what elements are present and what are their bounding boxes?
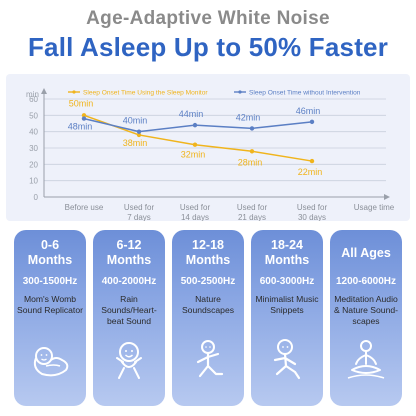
data-point	[192, 142, 198, 147]
frequency-range: 500-2500Hz	[180, 276, 236, 287]
y-tick-label: 20	[29, 160, 38, 169]
y-tick-label: 40	[29, 128, 38, 137]
age-card: All Ages 1200-6000Hz Meditation Audio & Nat…	[330, 230, 402, 406]
sound-description-line: Nature	[195, 294, 221, 304]
age-range-line: 18-24	[271, 238, 303, 252]
sound-description: Minimalist Music Snippets	[253, 294, 321, 316]
age-card: 12-18 Months 500-2500Hz Nature Soundscapes	[172, 230, 244, 406]
age-range-line: 0-6	[40, 238, 60, 252]
sound-description-line: Soundscapes	[181, 305, 235, 315]
series-line	[83, 117, 313, 133]
sound-description-line: Mom's Womb	[23, 294, 77, 304]
data-point	[249, 149, 255, 154]
legend-marker	[238, 90, 242, 94]
data-label: 32min	[181, 150, 206, 160]
x-tick-label: Used for	[124, 203, 155, 212]
x-tick-label: 14 days	[181, 213, 209, 221]
x-tick-label: 21 days	[238, 213, 266, 221]
sound-description: Mom's Womb Sound Replicator	[16, 294, 84, 316]
running-child-icon	[265, 338, 309, 382]
frequency-range: 300-1500Hz	[22, 276, 78, 287]
data-label: 22min	[298, 167, 323, 177]
data-point	[309, 158, 315, 164]
legend-label: Sleep Onset Time without Intervention	[249, 90, 361, 97]
data-label: 28min	[238, 157, 263, 167]
sound-description-line: Minimalist Music	[255, 294, 319, 304]
sound-description-line: scapes	[352, 316, 380, 326]
chart-panel: 0 10 20 30 40 50 60 min Usage time Before use Used…	[6, 74, 410, 221]
x-tick-label: 30 days	[298, 213, 326, 221]
sound-description-line: Snippets	[270, 305, 304, 315]
x-tick-label: 7 days	[127, 213, 151, 221]
data-label: 46min	[296, 106, 321, 116]
x-tick-label: Used for	[180, 203, 211, 212]
sound-description-line: & Nature Sound-	[333, 305, 398, 315]
data-point	[81, 116, 87, 121]
age-range-line: Months	[27, 253, 73, 267]
sound-description-line: beat Sound	[107, 316, 151, 326]
age-range-line: Months	[106, 253, 152, 267]
y-axis-arrow	[41, 88, 47, 94]
data-point	[309, 119, 315, 125]
sound-description: Rain Sounds/Heart-beat Sound	[95, 294, 163, 327]
x-tick-label: Before use	[65, 203, 104, 212]
age-card: 6-12 Months 400-2000Hz Rain Sounds/Heart-bea…	[93, 230, 165, 406]
age-range-line: 6-12	[116, 238, 142, 252]
data-label: 38min	[123, 138, 148, 148]
sound-description: Nature Soundscapes	[174, 294, 242, 316]
happy-baby-icon	[107, 338, 151, 382]
y-tick-label: 50	[29, 111, 38, 120]
data-label: 42min	[236, 112, 261, 122]
y-axis-label: min	[26, 90, 39, 99]
sound-description: Meditation Audio & Nature Sound-scapes	[332, 294, 400, 327]
sound-description-line: Rain	[120, 294, 138, 304]
age-card: 0-6 Months 300-1500Hz Mom's Womb Sound Repli…	[14, 230, 86, 406]
data-point	[136, 132, 142, 138]
data-label: 50min	[69, 98, 94, 108]
age-card: 18-24 Months 600-3000Hz Minimalist Music Sni…	[251, 230, 323, 406]
sound-description-line: Sounds/Heart-	[101, 305, 157, 315]
page-headline: Fall Asleep Up to 50% Faster	[27, 32, 389, 62]
frequency-range: 600-3000Hz	[259, 276, 315, 287]
y-tick-label: 0	[34, 193, 39, 202]
x-axis-label: Usage time	[354, 203, 395, 212]
data-point	[192, 122, 198, 128]
data-point	[249, 126, 255, 131]
legend-label: Sleep Onset Time Using the Sleep Monitor	[83, 90, 208, 97]
legend-marker	[72, 90, 76, 94]
x-tick-label: Used for	[237, 203, 268, 212]
age-range-line: 12-18	[192, 238, 224, 252]
frequency-range: 1200-6000Hz	[335, 276, 397, 287]
age-range: 6-12 Months	[93, 238, 165, 268]
data-label: 48min	[68, 122, 93, 132]
sound-description-line: Meditation Audio	[334, 294, 398, 304]
age-range-line: All Ages	[341, 246, 391, 260]
swaddled-baby-icon	[28, 338, 72, 382]
age-range: 0-6 Months	[14, 238, 86, 268]
y-tick-label: 60	[29, 95, 38, 104]
age-cards: 0-6 Months 300-1500Hz Mom's Womb Sound Repli…	[14, 230, 406, 412]
age-range: All Ages	[330, 246, 402, 261]
frequency-range: 400-2000Hz	[101, 276, 157, 287]
data-point	[136, 129, 142, 134]
data-point	[81, 113, 87, 118]
data-label: 40min	[123, 116, 148, 126]
crawling-toddler-icon	[186, 338, 230, 382]
age-range-line: Months	[264, 253, 310, 267]
sound-description-line: Sound Replicator	[17, 305, 83, 315]
age-range: 12-18 Months	[172, 238, 244, 268]
x-axis-arrow	[384, 194, 390, 200]
data-label: 44min	[179, 109, 204, 119]
age-range-line: Months	[185, 253, 231, 267]
y-tick-label: 30	[29, 144, 38, 153]
x-tick-label: Used for	[297, 203, 328, 212]
page-subtitle: Age-Adaptive White Noise	[86, 8, 330, 29]
y-tick-label: 10	[29, 177, 38, 186]
age-range: 18-24 Months	[251, 238, 323, 268]
meditating-person-icon	[344, 338, 388, 382]
